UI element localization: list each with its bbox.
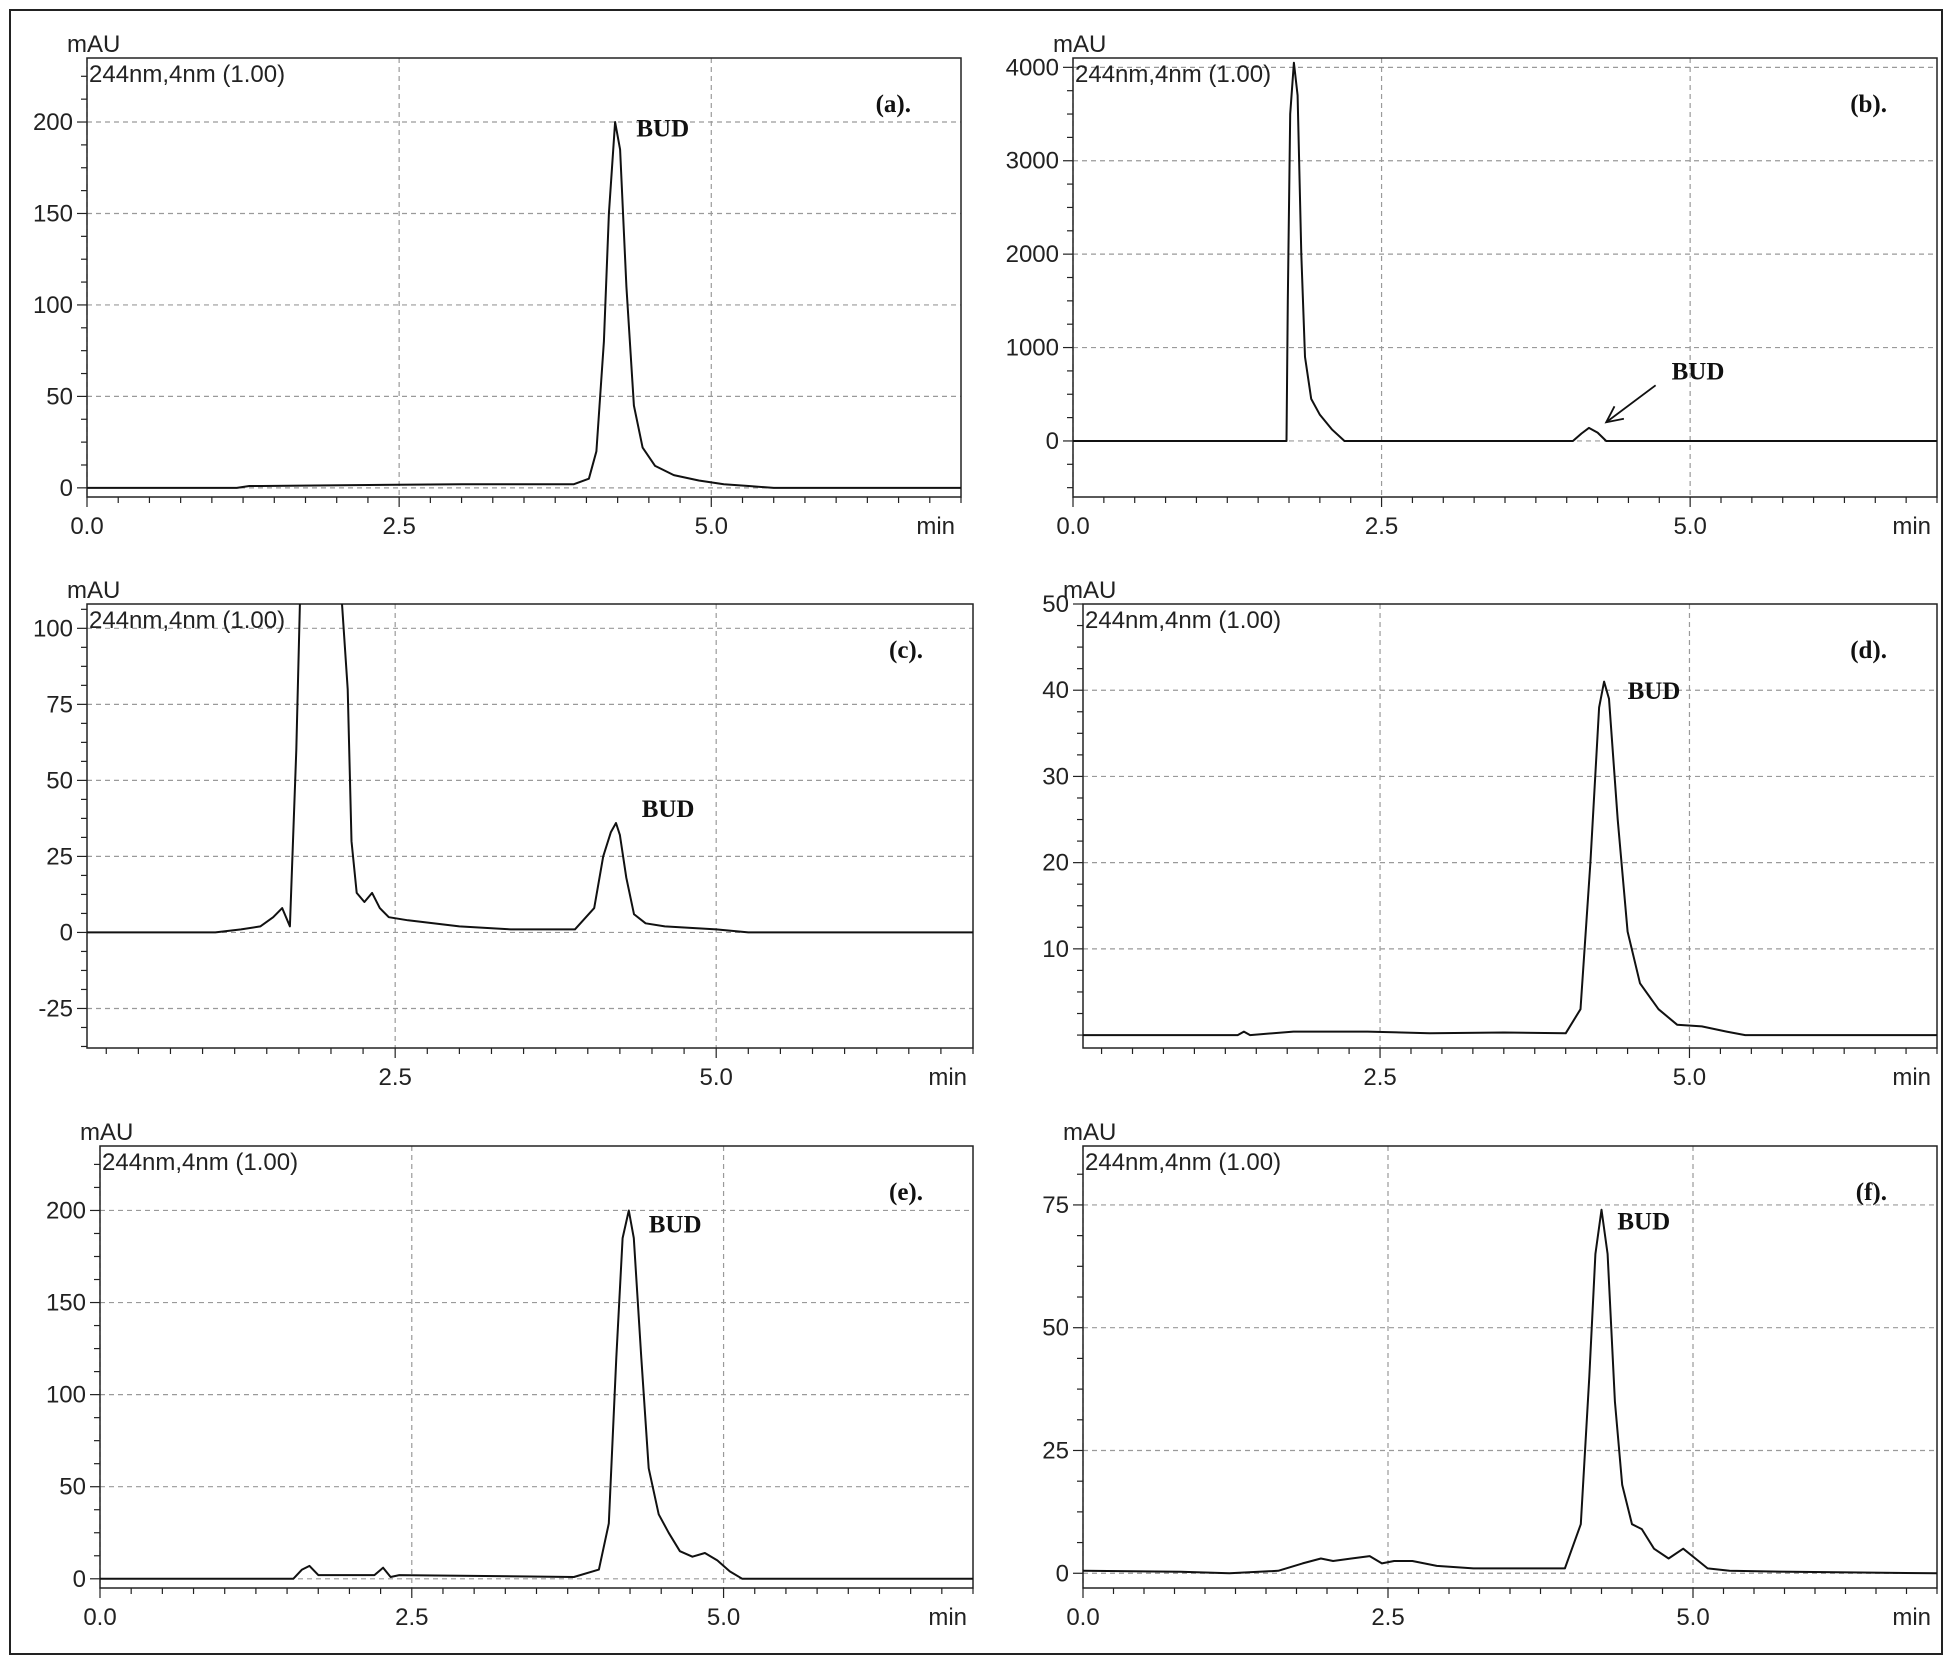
panel-label: (c). xyxy=(889,637,923,664)
plot-frame xyxy=(86,57,962,498)
y-tick-label: 100 xyxy=(46,1382,86,1409)
y-tick-label: 4000 xyxy=(1006,54,1059,81)
x-tick-label: 5.0 xyxy=(707,1604,740,1631)
annotation-arrowhead xyxy=(1604,405,1625,424)
y-tick-label: 100 xyxy=(33,615,73,642)
y-tick-label: 30 xyxy=(1042,763,1069,790)
panel-label: (f). xyxy=(1856,1179,1887,1206)
y-tick-label: 150 xyxy=(46,1290,86,1317)
x-tick-label: 0.0 xyxy=(1056,513,1089,540)
y-tick-label: 10 xyxy=(1042,936,1069,963)
panel-label: (d). xyxy=(1850,637,1887,664)
x-unit-label: min xyxy=(1892,1064,1931,1091)
y-tick-label: 25 xyxy=(1042,1437,1069,1464)
x-tick-label: 5.0 xyxy=(1673,1064,1706,1091)
y-tick-label: 3000 xyxy=(1006,148,1059,175)
y-tick-label: 150 xyxy=(33,200,73,227)
channel-label: 244nm,4nm (1.00) xyxy=(102,1149,298,1176)
x-tick-label: 5.0 xyxy=(1673,513,1706,540)
chromatogram-trace xyxy=(1083,680,1937,1037)
chromatogram-trace xyxy=(1083,1208,1937,1575)
y-tick-label: 0 xyxy=(1046,428,1059,455)
channel-label: 244nm,4nm (1.00) xyxy=(89,61,285,88)
y-tick-label: -25 xyxy=(38,995,73,1022)
x-tick-label: 2.5 xyxy=(1371,1604,1404,1631)
panel-label: (e). xyxy=(889,1179,923,1206)
y-tick-label: 40 xyxy=(1042,677,1069,704)
peak-annotation: BUD xyxy=(636,116,689,143)
peak-annotation: BUD xyxy=(1672,358,1725,385)
y-tick-label: 25 xyxy=(46,843,73,870)
peak-annotation: BUD xyxy=(1617,1208,1670,1235)
y-unit-label: mAU xyxy=(1053,31,1106,58)
y-tick-label: 50 xyxy=(1042,591,1069,618)
x-unit-label: min xyxy=(928,1064,967,1091)
y-tick-label: 0 xyxy=(60,919,73,946)
x-tick-label: 5.0 xyxy=(1676,1604,1709,1631)
y-tick-label: 2000 xyxy=(1006,241,1059,268)
x-tick-label: 2.5 xyxy=(378,1064,411,1091)
y-unit-label: mAU xyxy=(1063,577,1116,604)
x-tick-label: 2.5 xyxy=(395,1604,428,1631)
chromatogram-trace xyxy=(1073,61,1937,442)
chart-panel: 0.0 2.5 5.0 0 50 100 150 200 mAU min 244nm,4nm (1.… xyxy=(46,1119,974,1631)
y-tick-label: 0 xyxy=(1056,1560,1069,1587)
y-tick-label: 200 xyxy=(46,1197,86,1224)
x-unit-label: min xyxy=(1892,1604,1931,1631)
plot-frame xyxy=(99,1145,974,1589)
chart-panel: 0.0 2.5 5.0 0 50 100 150 200 mAU min 244nm,4nm (1.… xyxy=(33,31,962,540)
x-tick-label: 2.5 xyxy=(1365,513,1398,540)
y-tick-label: 0 xyxy=(73,1566,86,1593)
y-unit-label: mAU xyxy=(67,577,120,604)
x-tick-label: 0.0 xyxy=(70,513,103,540)
chart-panel: 0.0 2.5 5.0 0 25 50 75 mAU min 244nm,4nm (1.00) (f… xyxy=(1042,1119,1938,1631)
y-tick-label: 1000 xyxy=(1006,335,1059,362)
y-tick-label: 75 xyxy=(1042,1192,1069,1219)
y-tick-label: 20 xyxy=(1042,850,1069,877)
plot-frame xyxy=(1072,57,1938,498)
peak-annotation: BUD xyxy=(642,796,695,823)
y-tick-label: 50 xyxy=(59,1474,86,1501)
annotation-arrow xyxy=(1605,384,1657,423)
x-unit-label: min xyxy=(928,1604,967,1631)
chromatogram-trace xyxy=(87,121,961,489)
channel-label: 244nm,4nm (1.00) xyxy=(1085,1149,1281,1176)
y-tick-label: 50 xyxy=(46,383,73,410)
peak-annotation: BUD xyxy=(649,1212,702,1239)
x-tick-label: 5.0 xyxy=(700,1064,733,1091)
y-unit-label: mAU xyxy=(1063,1119,1116,1146)
chart-panel: 2.5 5.0 -25 0 25 50 75 100 mAU min 244nm,4nm (1.00… xyxy=(33,577,974,1091)
panel-label: (b). xyxy=(1850,91,1887,118)
x-tick-label: 2.5 xyxy=(1363,1064,1396,1091)
chromatogram-trace xyxy=(87,604,973,934)
chromatogram-trace xyxy=(100,1209,973,1580)
channel-label: 244nm,4nm (1.00) xyxy=(1075,61,1271,88)
peak-annotation: BUD xyxy=(1628,678,1681,705)
y-tick-label: 0 xyxy=(60,475,73,502)
x-unit-label: min xyxy=(1892,513,1931,540)
x-tick-label: 5.0 xyxy=(695,513,728,540)
x-tick-label: 0.0 xyxy=(1066,1604,1099,1631)
plot-frame xyxy=(86,603,974,1049)
panel-label: (a). xyxy=(876,91,911,118)
plot-frame xyxy=(1082,603,1938,1049)
y-unit-label: mAU xyxy=(80,1119,133,1146)
channel-label: 244nm,4nm (1.00) xyxy=(89,607,285,634)
y-tick-label: 75 xyxy=(46,691,73,718)
y-tick-label: 100 xyxy=(33,292,73,319)
y-tick-label: 50 xyxy=(1042,1315,1069,1342)
figure-frame xyxy=(9,9,1943,1655)
y-tick-label: 50 xyxy=(46,767,73,794)
x-tick-label: 0.0 xyxy=(83,1604,116,1631)
x-unit-label: min xyxy=(916,513,955,540)
x-tick-label: 2.5 xyxy=(382,513,415,540)
y-unit-label: mAU xyxy=(67,31,120,58)
channel-label: 244nm,4nm (1.00) xyxy=(1085,607,1281,634)
plot-frame xyxy=(1082,1145,1938,1589)
y-tick-label: 200 xyxy=(33,109,73,136)
